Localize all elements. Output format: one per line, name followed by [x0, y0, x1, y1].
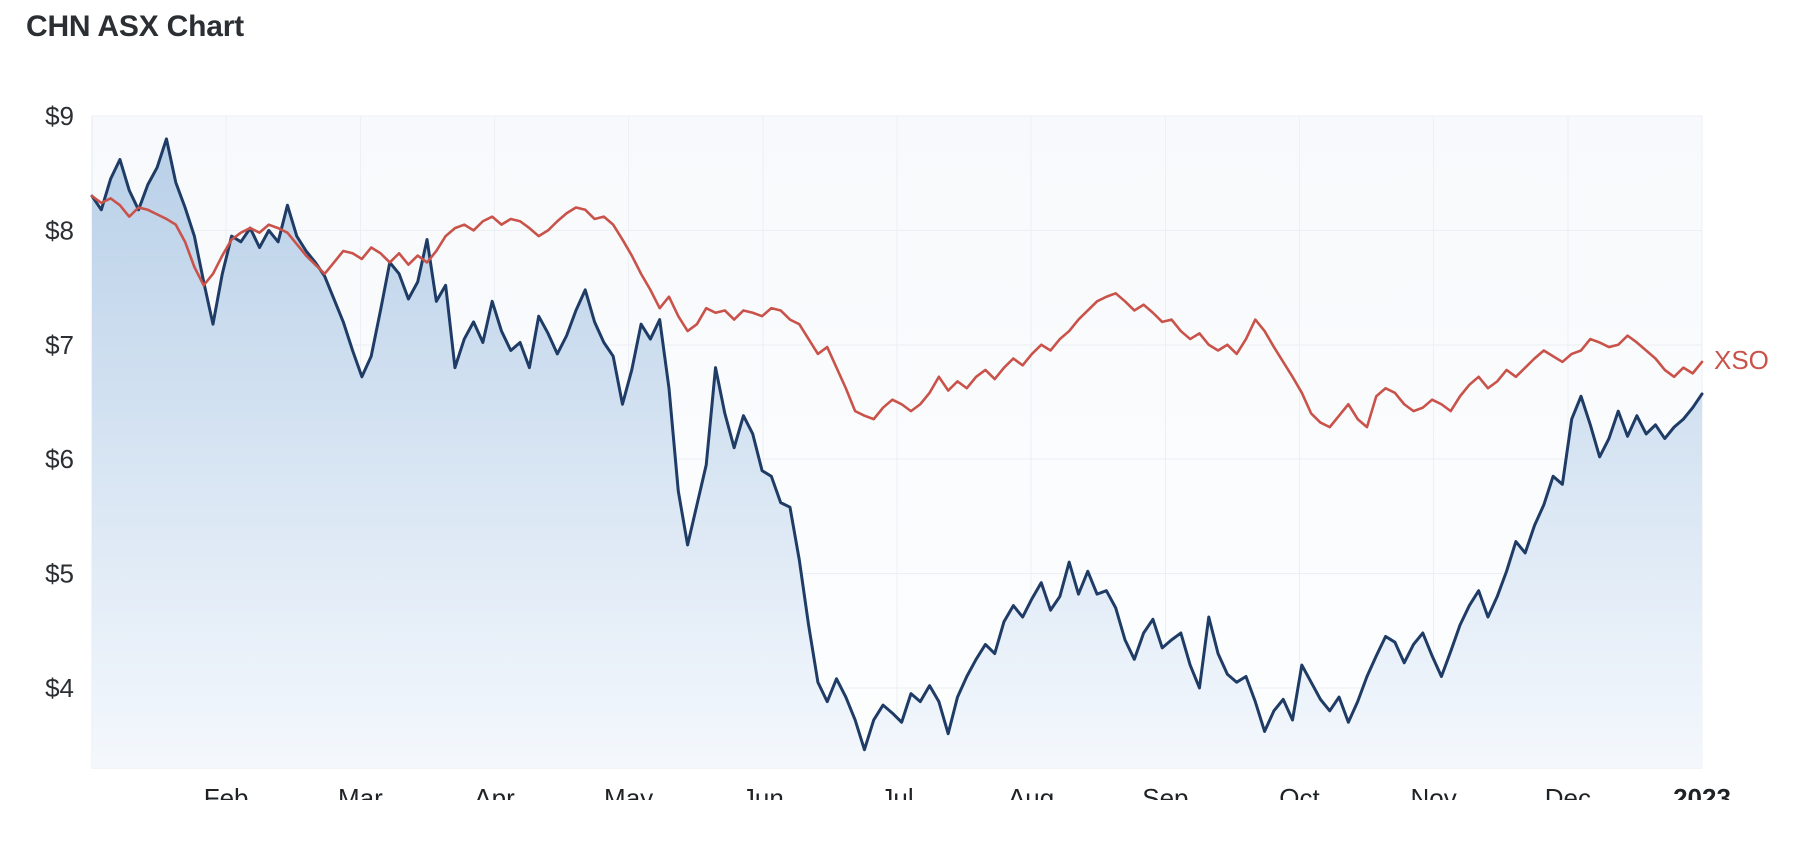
line-chart-svg[interactable]: $9 $8 $7 $6 $5 $4 Feb Mar Apr May Jun Jul Aug Sep Oct N…: [0, 100, 1818, 800]
x-axis-tick-label: Jun: [742, 783, 784, 800]
x-axis-tick-label: Jul: [880, 783, 913, 800]
x-axis-tick-label: May: [604, 783, 653, 800]
chart-plot-container[interactable]: $9 $8 $7 $6 $5 $4 Feb Mar Apr May Jun Jul Aug Sep Oct N…: [0, 100, 1818, 800]
y-axis-tick-label: $9: [45, 101, 74, 131]
y-axis-tick-label: $8: [45, 215, 74, 245]
x-axis-tick-label: Feb: [204, 783, 249, 800]
x-axis-tick-label: Nov: [1410, 783, 1456, 800]
x-axis-tick-label: Mar: [338, 783, 383, 800]
y-axis-tick-label: $5: [45, 559, 74, 589]
y-axis-tick-label: $7: [45, 330, 74, 360]
x-axis-tick-label: Apr: [474, 783, 515, 800]
y-axis-tick-label: $6: [45, 444, 74, 474]
series-line-xso[interactable]: [90, 194, 1704, 429]
page-title: CHN ASX Chart: [26, 10, 244, 43]
y-axis-tick-label: $4: [45, 673, 74, 703]
x-axis-tick-label: Dec: [1545, 783, 1591, 800]
series-label-xso: XSO: [1714, 345, 1769, 375]
series-line-chn[interactable]: [90, 137, 1704, 752]
series-area-chn: [92, 138, 1702, 768]
x-axis-tick-label: Sep: [1142, 783, 1188, 800]
x-axis-tick-label: 2023: [1673, 783, 1731, 800]
x-axis-tick-label: Aug: [1008, 783, 1054, 800]
x-axis-tick-label: Oct: [1279, 783, 1320, 800]
